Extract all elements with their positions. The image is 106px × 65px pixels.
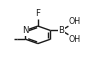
Text: OH: OH: [69, 17, 81, 26]
Text: OH: OH: [69, 35, 81, 44]
Text: N: N: [22, 26, 29, 35]
Text: B: B: [58, 26, 64, 35]
Text: F: F: [35, 9, 40, 18]
